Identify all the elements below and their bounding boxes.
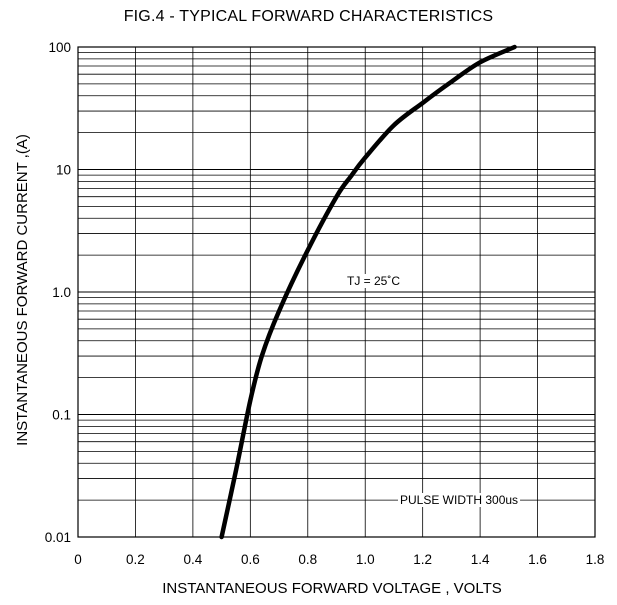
forward-curve-line <box>219 44 517 540</box>
x-tick-label: 1.6 <box>528 552 547 567</box>
x-tick-label: 0.2 <box>126 552 145 567</box>
plot-frame <box>77 46 596 538</box>
forward-curve <box>219 44 517 540</box>
x-tick-label: 1.2 <box>413 552 432 567</box>
tick-labels: 0 0.2 0.4 0.6 0.8 1.0 1.2 1.4 1.6 1.8 0.01 0.1 1.0 10… <box>45 40 605 567</box>
y-tick-label: 10 <box>56 163 71 178</box>
x-tick-label: 0.4 <box>183 552 202 567</box>
grid-lines <box>77 47 596 538</box>
x-tick-label: 1.8 <box>586 552 605 567</box>
annotation-temperature: TJ = 25˚C <box>347 274 400 288</box>
x-tick-label: 0.6 <box>241 552 260 567</box>
y-tick-label: 100 <box>48 40 71 55</box>
y-tick-label: 1.0 <box>52 285 71 300</box>
x-tick-label: 1.0 <box>356 552 375 567</box>
annotation-pulse-width-background <box>398 493 521 507</box>
x-tick-label: 1.4 <box>471 552 490 567</box>
x-axis-title: INSTANTANEOUS FORWARD VOLTAGE , VOLTS <box>162 580 502 597</box>
y-tick-label: 0.1 <box>52 408 71 423</box>
chart-title: FIG.4 - TYPICAL FORWARD CHARACTERISTICS <box>123 8 494 25</box>
y-tick-label: 0.01 <box>45 530 71 545</box>
x-tick-label: 0.8 <box>298 552 317 567</box>
x-tick-label: 0 <box>74 552 82 567</box>
annotation-temperature-background <box>345 274 403 288</box>
annotation-pulse-width: PULSE WIDTH 300us <box>400 493 518 507</box>
y-axis-title: INSTANTANEOUS FORWARD CURRENT ,(A) <box>14 134 31 446</box>
